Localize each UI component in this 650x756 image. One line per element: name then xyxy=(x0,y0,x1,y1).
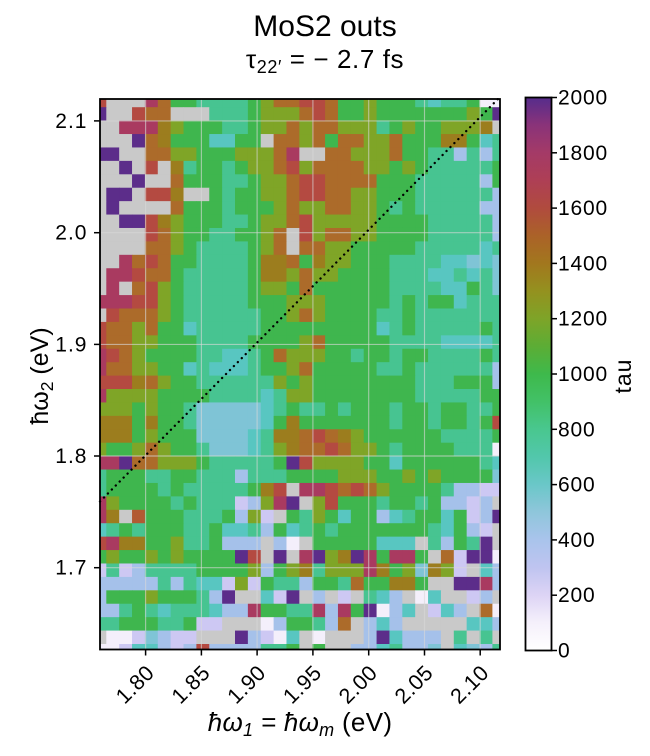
svg-text:2.0: 2.0 xyxy=(55,222,87,245)
svg-text:400: 400 xyxy=(558,529,595,552)
svg-text:1.9: 1.9 xyxy=(55,333,87,356)
svg-text:1.7: 1.7 xyxy=(55,557,87,580)
svg-text:1600: 1600 xyxy=(558,197,608,220)
svg-text:0: 0 xyxy=(558,640,570,663)
svg-text:ħω1 = ħωm (eV): ħω1 = ħωm (eV) xyxy=(208,707,393,740)
svg-text:2000: 2000 xyxy=(558,87,608,110)
svg-text:ħω2 (eV): ħω2 (eV) xyxy=(26,327,57,424)
svg-text:800: 800 xyxy=(558,418,595,441)
svg-text:200: 200 xyxy=(558,584,595,607)
svg-text:1000: 1000 xyxy=(558,363,608,386)
svg-text:tau: tau xyxy=(610,359,636,394)
svg-text:1200: 1200 xyxy=(558,308,608,331)
svg-text:MoS2 outs: MoS2 outs xyxy=(253,10,396,43)
svg-text:2.1: 2.1 xyxy=(55,110,87,133)
svg-text:600: 600 xyxy=(558,474,595,497)
svg-text:1800: 1800 xyxy=(558,142,608,165)
svg-text:1.8: 1.8 xyxy=(55,445,87,468)
svg-text:1400: 1400 xyxy=(558,252,608,275)
